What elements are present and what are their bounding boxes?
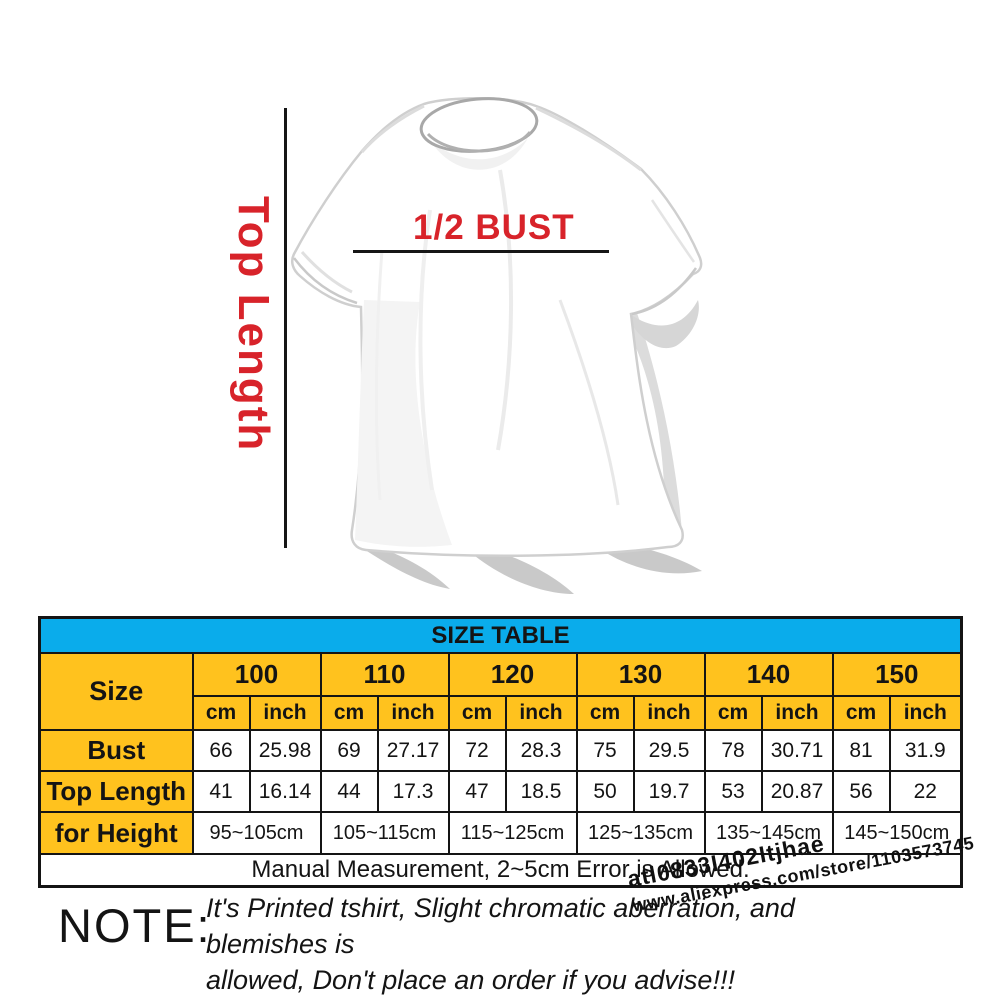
unit-cm: cm bbox=[575, 695, 635, 731]
tshirt-collar-shading bbox=[430, 138, 528, 170]
unit-inch: inch bbox=[504, 695, 578, 731]
tshirt-seam-left bbox=[360, 104, 425, 153]
bust-value: 81 bbox=[831, 729, 891, 772]
size-header-row: Size 100 110 120 130 140 150 bbox=[38, 652, 963, 731]
size-col-100: 100 bbox=[191, 652, 322, 697]
size-col-140: 140 bbox=[703, 652, 834, 697]
top-length-value: 16.14 bbox=[248, 770, 322, 813]
unit-inch: inch bbox=[376, 695, 450, 731]
tshirt-cuff-right bbox=[631, 267, 698, 316]
top-length-value: 53 bbox=[703, 770, 763, 813]
size-table: SIZE TABLE Size 100 110 120 130 140 150 … bbox=[38, 616, 964, 888]
bust-row: Bust 66 25.98 69 27.17 72 28.3 75 29.5 7… bbox=[38, 729, 963, 772]
bust-value: 72 bbox=[447, 729, 507, 772]
bust-row-label: Bust bbox=[38, 729, 194, 772]
unit-cm: cm bbox=[703, 695, 763, 731]
unit-cm: cm bbox=[447, 695, 507, 731]
tshirt-wrinkle bbox=[650, 199, 696, 263]
bust-value: 28.3 bbox=[504, 729, 578, 772]
top-length-value: 20.87 bbox=[760, 770, 834, 813]
top-length-row-label: Top Length bbox=[38, 770, 194, 813]
top-length-value: 18.5 bbox=[504, 770, 578, 813]
size-col-150: 150 bbox=[831, 652, 963, 697]
bust-value: 29.5 bbox=[632, 729, 706, 772]
size-col-130: 130 bbox=[575, 652, 706, 697]
tshirt-seam-right bbox=[535, 106, 642, 172]
note-text: It's Printed tshirt, Slight chromatic ab… bbox=[206, 891, 806, 999]
bust-value: 78 bbox=[703, 729, 763, 772]
tshirt-wrinkle bbox=[496, 169, 514, 451]
tshirt-sleeve-shadow bbox=[630, 300, 699, 349]
height-range: 135~145cm bbox=[703, 811, 834, 855]
top-length-value: 47 bbox=[447, 770, 507, 813]
tshirt-hem-shadow bbox=[470, 550, 574, 594]
unit-inch: inch bbox=[888, 695, 963, 731]
half-bust-annotation: 1/2 BUST bbox=[413, 208, 575, 247]
height-range: 125~135cm bbox=[575, 811, 706, 855]
note-label: NOTE: bbox=[58, 899, 212, 952]
tshirt-shadow bbox=[622, 310, 682, 547]
top-length-value: 17.3 bbox=[376, 770, 450, 813]
tshirt-cuff-left bbox=[293, 257, 358, 305]
bust-value: 66 bbox=[191, 729, 251, 772]
size-col-110: 110 bbox=[319, 652, 450, 697]
top-length-annotation: Top Length bbox=[229, 196, 278, 453]
note-line-1: It's Printed tshirt, Slight chromatic ab… bbox=[206, 893, 795, 959]
unit-cm: cm bbox=[831, 695, 891, 731]
bust-value: 75 bbox=[575, 729, 635, 772]
top-length-measure-line bbox=[284, 108, 287, 548]
tshirt-wrinkle bbox=[558, 299, 620, 506]
top-length-value: 19.7 bbox=[632, 770, 706, 813]
table-footer-row: Manual Measurement, 2~5cm Error is Allow… bbox=[38, 853, 963, 888]
top-length-value: 22 bbox=[888, 770, 963, 813]
bust-value: 69 bbox=[319, 729, 379, 772]
unit-header-row: cm inch cm inch cm inch cm inch cm inch … bbox=[40, 695, 963, 731]
bust-value: 30.71 bbox=[760, 729, 834, 772]
bust-value: 31.9 bbox=[888, 729, 963, 772]
note-line-2: allowed, Don't place an order if you adv… bbox=[206, 964, 735, 995]
unit-cm: cm bbox=[191, 695, 251, 731]
tshirt-wrinkle bbox=[374, 249, 384, 501]
unit-inch: inch bbox=[760, 695, 834, 731]
size-corner-cell: Size bbox=[38, 652, 194, 731]
top-length-value: 50 bbox=[575, 770, 635, 813]
unit-inch: inch bbox=[248, 695, 322, 731]
top-length-value: 56 bbox=[831, 770, 891, 813]
height-range: 115~125cm bbox=[447, 811, 578, 855]
height-range: 145~150cm bbox=[831, 811, 963, 855]
tshirt-wrinkle bbox=[300, 251, 353, 294]
measurement-disclaimer: Manual Measurement, 2~5cm Error is Allow… bbox=[38, 853, 963, 888]
top-length-value: 44 bbox=[319, 770, 379, 813]
for-height-row: for Height 95~105cm 105~115cm 115~125cm … bbox=[38, 811, 963, 855]
bust-value: 27.17 bbox=[376, 729, 450, 772]
tshirt-collar-seam bbox=[426, 131, 532, 153]
for-height-row-label: for Height bbox=[38, 811, 194, 855]
tshirt-wrinkle bbox=[418, 209, 434, 491]
unit-inch: inch bbox=[632, 695, 706, 731]
table-title-row: SIZE TABLE bbox=[38, 616, 963, 654]
unit-cm: cm bbox=[319, 695, 379, 731]
top-length-value: 41 bbox=[191, 770, 251, 813]
bust-measure-line bbox=[353, 250, 609, 253]
size-table-title: SIZE TABLE bbox=[38, 616, 963, 654]
height-range: 95~105cm bbox=[191, 811, 322, 855]
height-range: 105~115cm bbox=[319, 811, 450, 855]
tshirt-hem-shadow bbox=[362, 548, 450, 589]
bust-value: 25.98 bbox=[248, 729, 322, 772]
top-length-row: Top Length 41 16.14 44 17.3 47 18.5 50 1… bbox=[38, 770, 963, 813]
size-col-120: 120 bbox=[447, 652, 578, 697]
